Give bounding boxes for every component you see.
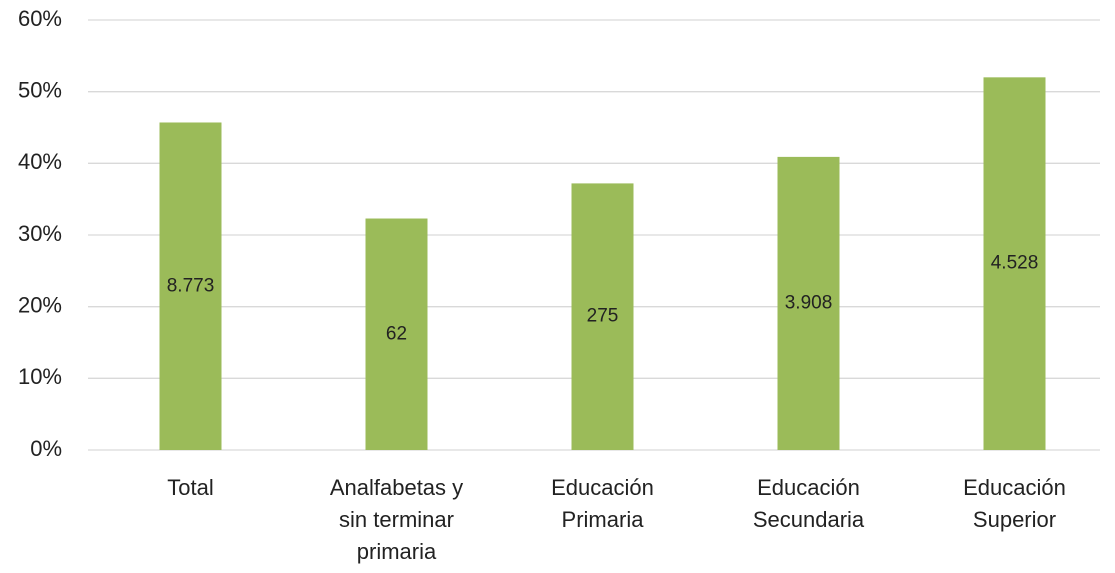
bar (571, 183, 634, 450)
y-tick-label: 30% (18, 221, 62, 246)
bar-label: 3.908 (785, 292, 833, 313)
x-tick-label: Educación Superior (963, 475, 1066, 532)
bar-label: 8.773 (167, 275, 215, 296)
bar-label: 275 (587, 306, 619, 327)
y-tick-label: 10% (18, 364, 62, 389)
y-tick-label: 60% (18, 6, 62, 31)
x-tick-label: Analfabetas y sin terminar primaria (329, 475, 464, 564)
y-tick-label: 50% (18, 77, 62, 102)
bar-label: 62 (386, 323, 407, 344)
bar (777, 156, 840, 450)
bar (365, 218, 428, 450)
bar (159, 122, 222, 450)
bar-label: 4.528 (991, 253, 1039, 274)
x-tick-label: Educación Secundaria (752, 475, 865, 532)
x-tick-label: Educación Primaria (551, 475, 654, 532)
y-tick-label: 20% (18, 292, 62, 317)
x-tick-label: Total (167, 475, 214, 500)
y-tick-label: 40% (18, 149, 62, 174)
y-tick-label: 0% (30, 436, 62, 461)
bar (983, 77, 1046, 450)
